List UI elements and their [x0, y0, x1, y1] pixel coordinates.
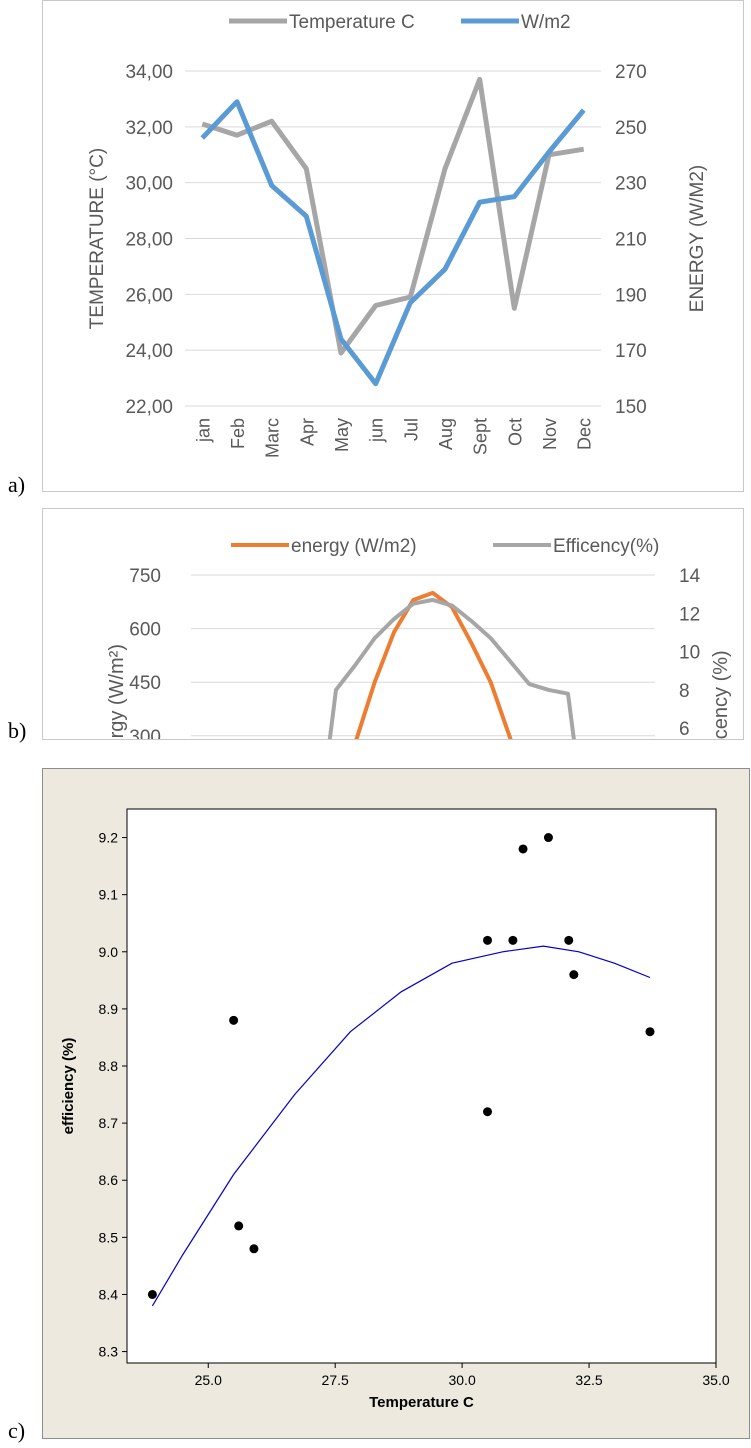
legend-label: W/m2 — [521, 12, 571, 33]
y-tick-label: 9.2 — [99, 830, 119, 846]
data-point — [229, 1015, 239, 1025]
data-point — [508, 935, 518, 945]
x-tick-label: Dec — [575, 418, 595, 450]
y2-tick-label: 12 — [679, 604, 700, 625]
x-tick-label: 30.0 — [448, 1372, 475, 1388]
y-tick-label: 28,00 — [125, 230, 173, 251]
x-tick-label: Oct — [505, 418, 525, 446]
fit-curve — [151, 945, 651, 1307]
data-point — [645, 1027, 655, 1037]
y-axis-title: TEMPERATURE (°C) — [87, 148, 108, 329]
chart-b-svg: 0150300450600750024681012141357911131517… — [106, 536, 732, 739]
data-point — [147, 1289, 157, 1299]
y-tick-label: 22,00 — [125, 397, 173, 418]
y-tick-label: 34,00 — [125, 62, 173, 83]
x-tick-label: Aug — [436, 418, 456, 450]
data-point — [483, 935, 493, 945]
x-tick-label: 25.0 — [195, 1372, 222, 1388]
legend-label: Temperature C — [289, 12, 415, 33]
panel-letter-c: c) — [8, 1418, 26, 1443]
x-tick-label: jun — [367, 418, 387, 443]
plot-area — [126, 808, 717, 1364]
y2-tick-label: 250 — [615, 118, 647, 139]
series-line — [327, 597, 576, 739]
data-point — [543, 833, 553, 843]
y-axis-title: efficiency (%) — [60, 1038, 77, 1135]
y2-tick-label: 10 — [679, 643, 700, 664]
y-tick-label: 750 — [129, 566, 161, 587]
x-tick-label: Sept — [471, 418, 491, 455]
panel-letter-b: b) — [8, 718, 27, 743]
y-tick-label: 26,00 — [125, 285, 173, 306]
series-line — [200, 99, 586, 387]
y-tick-label: 32,00 — [125, 118, 173, 139]
x-axis-title: Temperature C — [369, 1394, 474, 1411]
chart-panel-a: 22,00 24,00 26,00 28,00 30,00 32,00 34,00 150 17… — [42, 0, 744, 492]
y2-tick-label: 210 — [615, 230, 647, 251]
y2-axis-title: ENERGY (W/M2) — [687, 165, 708, 312]
y-tick-label: 8.9 — [99, 1001, 119, 1017]
panel-letter-a: a) — [8, 472, 26, 497]
x-tick-label: 35.0 — [702, 1372, 729, 1388]
y-tick-label: 8.7 — [99, 1115, 119, 1131]
x-tick-label: 27.5 — [322, 1372, 349, 1388]
y2-tick-label: 190 — [615, 285, 647, 306]
y-tick-label: 300 — [129, 727, 161, 739]
x-tick-label: Apr — [297, 418, 317, 446]
y2-tick-label: 170 — [615, 341, 647, 362]
x-tick-label: Nov — [540, 418, 560, 450]
legend-label: Efficency(%) — [553, 536, 659, 557]
y-axis-title: Energy (W/m²) — [106, 644, 128, 739]
y-tick-label: 450 — [129, 673, 161, 694]
y-tick-label: 9.1 — [99, 887, 119, 903]
chart-a-svg: 22,00 24,00 26,00 28,00 30,00 32,00 34,00 150 17… — [87, 12, 708, 458]
data-point — [234, 1221, 244, 1231]
x-tick-label: Jul — [401, 418, 421, 441]
series-line — [354, 590, 513, 739]
x-tick-label: Feb — [228, 418, 248, 449]
y-tick-label: 8.5 — [99, 1229, 119, 1245]
chart-panel-b: 0150300450600750024681012141357911131517… — [42, 508, 744, 740]
y-tick-label: 600 — [129, 620, 161, 641]
x-tick-label: May — [332, 418, 352, 452]
y-tick-label: 8.8 — [99, 1058, 119, 1074]
y-tick-label: 9.0 — [99, 944, 119, 960]
y2-axis-title: Efficency (%) — [710, 650, 732, 739]
legend-label: energy (W/m2) — [291, 536, 417, 557]
data-point — [483, 1107, 493, 1117]
y2-tick-label: 150 — [615, 397, 647, 418]
data-point — [249, 1244, 259, 1254]
y-tick-label: 30,00 — [125, 174, 173, 195]
y2-tick-label: 14 — [679, 566, 701, 587]
y-tick-label: 8.3 — [99, 1344, 119, 1360]
data-point — [518, 844, 528, 854]
y2-tick-label: 6 — [679, 719, 690, 739]
data-point — [569, 970, 579, 980]
x-tick-label: Marc — [263, 418, 283, 458]
x-tick-label: jan — [193, 418, 213, 443]
chart-c-svg: 8.3 8.4 8.5 8.6 8.7 8.8 8.9 9.0 9.1 9.2 25.0 27.5 30… — [60, 808, 730, 1411]
x-tick-label: 32.5 — [575, 1372, 602, 1388]
y2-tick-label: 230 — [615, 174, 647, 195]
chart-panel-c: 8.3 8.4 8.5 8.6 8.7 8.8 8.9 9.0 9.1 9.2 25.0 27.5 30… — [42, 768, 750, 1439]
y-tick-label: 8.4 — [99, 1286, 119, 1302]
y-tick-label: 8.6 — [99, 1172, 119, 1188]
data-point — [564, 935, 574, 945]
y2-tick-label: 270 — [615, 62, 647, 83]
series-line — [201, 76, 585, 356]
y-tick-label: 24,00 — [125, 341, 173, 362]
y2-tick-label: 8 — [679, 681, 690, 702]
